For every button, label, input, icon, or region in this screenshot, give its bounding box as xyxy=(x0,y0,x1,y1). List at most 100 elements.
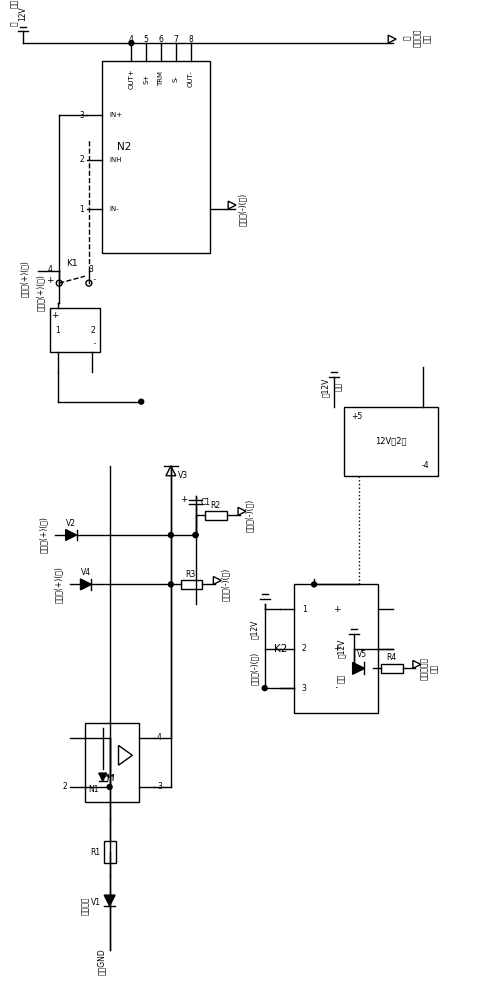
Text: 2: 2 xyxy=(79,155,84,164)
Text: 繁電: 繁電 xyxy=(10,0,19,8)
Text: ·: · xyxy=(93,338,97,351)
Text: INH: INH xyxy=(110,157,122,163)
Text: 2: 2 xyxy=(90,326,95,335)
Text: S+: S+ xyxy=(143,74,149,84)
Text: V2: V2 xyxy=(66,519,76,528)
Polygon shape xyxy=(104,895,115,906)
Text: 3: 3 xyxy=(302,684,307,693)
Text: N2: N2 xyxy=(116,142,131,152)
Text: 繁12V: 繁12V xyxy=(337,639,346,658)
Polygon shape xyxy=(213,577,221,584)
Text: +5: +5 xyxy=(352,412,363,421)
Text: -4: -4 xyxy=(422,461,430,470)
Bar xyxy=(85,723,139,802)
Text: N1: N1 xyxy=(88,785,99,794)
Circle shape xyxy=(312,582,316,587)
Text: ·: · xyxy=(93,274,97,287)
Polygon shape xyxy=(99,773,107,781)
Text: 繁電池(-)(后): 繁電池(-)(后) xyxy=(250,652,259,685)
Text: 1: 1 xyxy=(79,205,84,214)
Polygon shape xyxy=(388,35,396,43)
Text: IN-: IN- xyxy=(110,206,119,212)
Text: 12V（2）: 12V（2） xyxy=(375,437,406,446)
Text: 繁12V: 繁12V xyxy=(322,377,330,397)
Text: 繁電池(+)(后): 繁電池(+)(后) xyxy=(20,260,29,297)
Text: 4: 4 xyxy=(129,35,134,44)
Text: +: + xyxy=(52,311,59,320)
Text: 繁電GND: 繁電GND xyxy=(97,948,106,975)
Text: IN+: IN+ xyxy=(110,112,123,118)
Text: C1: C1 xyxy=(200,498,211,507)
Text: 火工品地: 火工品地 xyxy=(413,29,422,47)
Text: 繁: 繁 xyxy=(403,36,412,40)
Text: ·: · xyxy=(334,682,338,695)
Text: 1: 1 xyxy=(302,605,307,614)
Polygon shape xyxy=(118,745,132,765)
Polygon shape xyxy=(413,660,421,668)
Text: +: + xyxy=(333,605,340,614)
Text: 繁電: 繁電 xyxy=(423,34,432,43)
Text: 繁電池(+)(后): 繁電池(+)(后) xyxy=(54,566,63,603)
Polygon shape xyxy=(66,530,76,540)
Text: 繁電池(-)(后): 繁電池(-)(后) xyxy=(239,192,247,226)
Text: R4: R4 xyxy=(386,653,396,662)
Bar xyxy=(205,511,227,520)
Text: 繁: 繁 xyxy=(10,21,19,26)
Text: 繁電池(-)(后): 繁電池(-)(后) xyxy=(245,499,255,532)
Bar xyxy=(181,580,202,589)
Text: 繁電池(-)(后): 繁電池(-)(后) xyxy=(221,568,230,601)
Text: V3: V3 xyxy=(178,471,188,480)
Text: 8: 8 xyxy=(188,35,193,44)
Text: 3: 3 xyxy=(157,782,162,791)
Text: 繁電: 繁電 xyxy=(334,382,343,391)
Text: 繁12V: 繁12V xyxy=(250,619,259,639)
Text: 繁電池(+)(后): 繁電池(+)(后) xyxy=(39,517,48,553)
Circle shape xyxy=(193,533,198,537)
Text: K1: K1 xyxy=(66,259,78,268)
Text: 3: 3 xyxy=(88,265,93,274)
Polygon shape xyxy=(353,662,365,674)
Text: 繁電: 繁電 xyxy=(337,674,346,683)
Text: 5: 5 xyxy=(144,35,149,44)
Circle shape xyxy=(139,399,144,404)
Text: 2: 2 xyxy=(62,782,67,791)
Text: S-: S- xyxy=(173,75,179,82)
Bar xyxy=(50,308,100,352)
Circle shape xyxy=(169,533,173,537)
Bar xyxy=(294,584,378,713)
Text: 繁火工品地: 繁火工品地 xyxy=(420,657,429,680)
Text: 入水启动: 入水启动 xyxy=(82,896,90,915)
Text: 1: 1 xyxy=(55,326,60,335)
Text: 6: 6 xyxy=(158,35,163,44)
Text: R3: R3 xyxy=(185,570,196,579)
Text: OUT-: OUT- xyxy=(187,70,194,87)
Text: 繁電: 繁電 xyxy=(430,664,439,673)
Circle shape xyxy=(169,582,173,587)
Text: V4: V4 xyxy=(81,568,91,577)
Text: V5: V5 xyxy=(356,650,367,659)
Text: R1: R1 xyxy=(91,848,101,857)
Polygon shape xyxy=(228,201,236,209)
Text: K2: K2 xyxy=(274,644,287,654)
Bar xyxy=(381,664,403,673)
Text: V1: V1 xyxy=(91,898,101,907)
Circle shape xyxy=(262,686,267,691)
Bar xyxy=(102,61,211,253)
Text: +: + xyxy=(180,495,187,504)
Text: 4: 4 xyxy=(48,265,53,274)
Text: 2: 2 xyxy=(302,644,307,653)
Polygon shape xyxy=(238,507,246,515)
Circle shape xyxy=(193,533,198,537)
Text: TRM: TRM xyxy=(158,71,164,86)
Circle shape xyxy=(107,784,112,789)
Text: 繁電池(+)(后): 繁電池(+)(后) xyxy=(36,275,45,311)
Text: R2: R2 xyxy=(210,501,220,510)
Polygon shape xyxy=(81,579,91,590)
Bar xyxy=(104,841,115,863)
Text: 7: 7 xyxy=(173,35,178,44)
Text: +: + xyxy=(45,276,53,285)
Circle shape xyxy=(129,41,134,46)
Text: +: + xyxy=(333,644,340,653)
Text: 12V: 12V xyxy=(18,6,27,21)
Bar xyxy=(344,407,438,476)
